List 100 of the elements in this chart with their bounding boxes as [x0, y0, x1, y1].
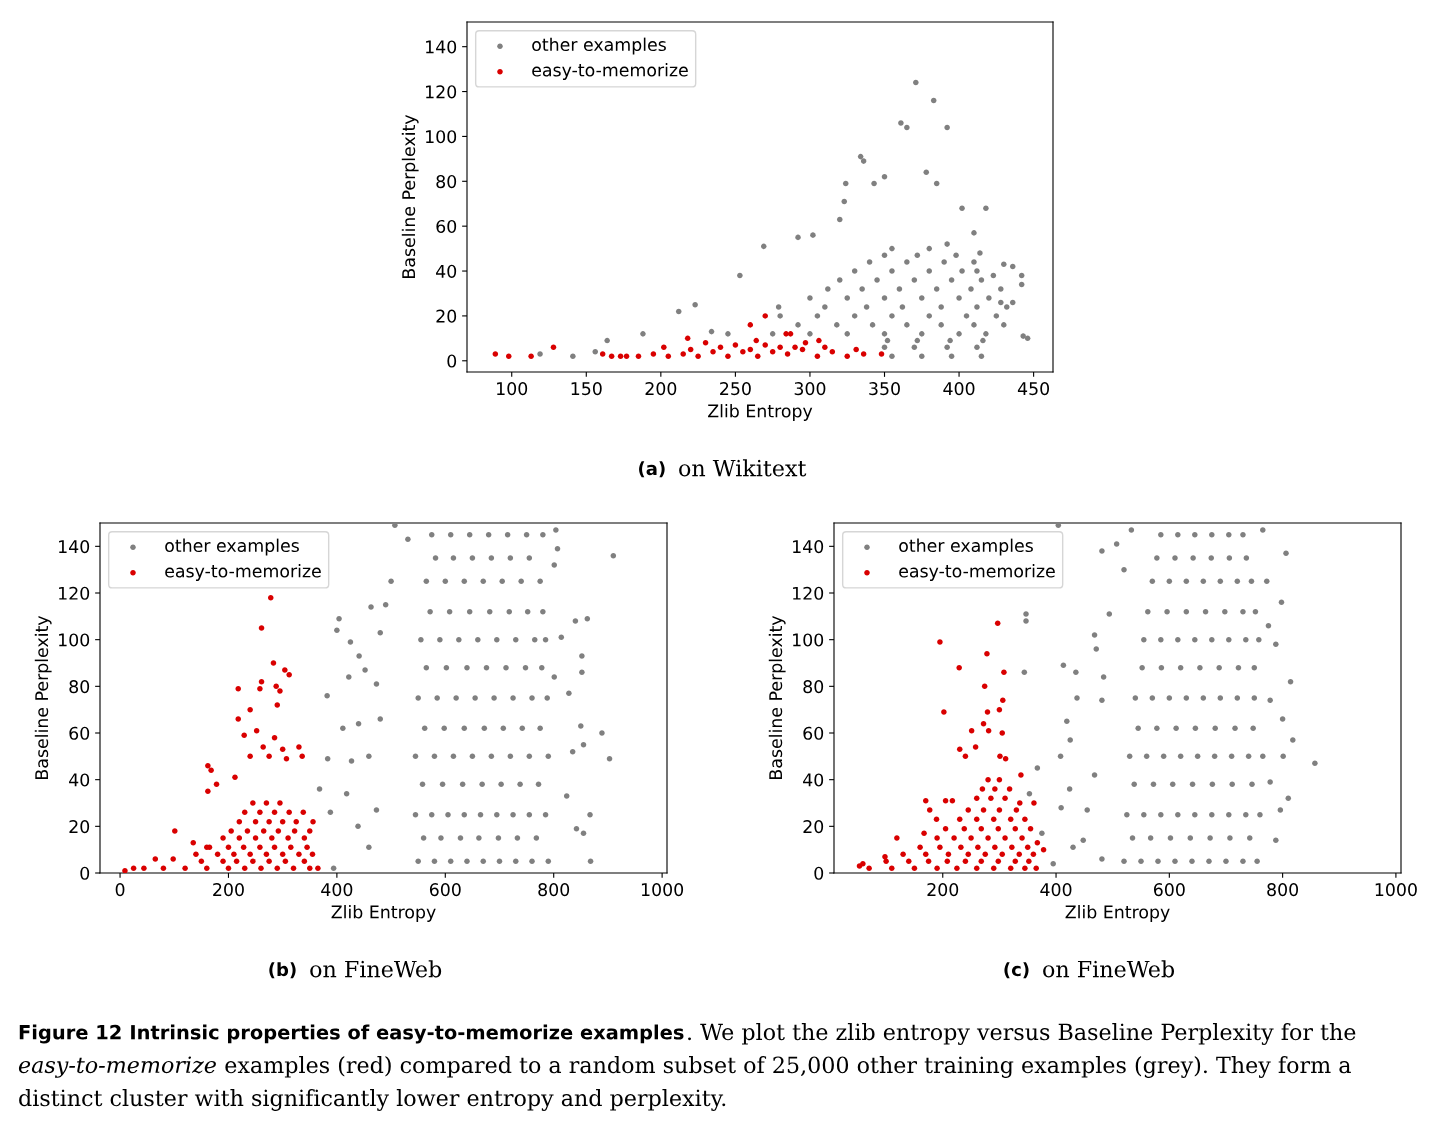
- point: [762, 313, 768, 319]
- y-tick-label: 40: [803, 773, 824, 787]
- x-tick-label: 1000: [1375, 883, 1417, 897]
- legend-label: other examples: [532, 37, 666, 55]
- y-tick-label: 140: [426, 40, 457, 54]
- legend-label: other examples: [899, 538, 1033, 556]
- text: easy-to-memorize: [18, 1056, 216, 1078]
- point: [623, 353, 630, 360]
- point: [732, 342, 739, 348]
- text: (c): [1004, 962, 1029, 979]
- y-tick-label: 80: [69, 680, 90, 694]
- x-tick-label: 450: [1017, 382, 1050, 396]
- point: [635, 353, 642, 360]
- y-tick-label: 40: [436, 264, 457, 278]
- point: [822, 344, 828, 351]
- x-tick-label: 200: [213, 883, 244, 897]
- point: [505, 353, 512, 360]
- x-tick-label: 800: [1267, 883, 1299, 897]
- y-tick-label: 80: [436, 175, 457, 189]
- y-axis-title: Baseline Perplexity: [768, 615, 786, 779]
- text: on FineWeb: [1043, 960, 1175, 978]
- x-tick-label: 1000: [641, 883, 684, 897]
- y-tick-label: 140: [793, 540, 824, 554]
- point: [492, 351, 499, 357]
- caption: Figure 12: [19, 1024, 121, 1044]
- point: [687, 346, 694, 353]
- y-tick-label: 140: [59, 540, 90, 554]
- point: [784, 351, 791, 357]
- text: examples (red) compared to a random subset of 25,000 other training examples (grey). They form a: [225, 1056, 1351, 1078]
- y-tick-label: 0: [447, 354, 457, 368]
- point: [762, 342, 768, 348]
- y-tick-label: 60: [69, 726, 90, 740]
- point: [878, 351, 885, 357]
- y-tick-label: 60: [436, 219, 457, 234]
- point: [710, 349, 716, 355]
- point: [829, 349, 836, 355]
- x-tick-label: 200: [927, 883, 959, 897]
- x-tick-label: 250: [720, 382, 751, 396]
- text: Intrinsic properties of easy-to-memorize examples: [131, 1024, 684, 1044]
- text: . We plot the zlib entropy versus Baseline Perplexity for the: [688, 1023, 1356, 1045]
- point: [740, 349, 746, 355]
- text: (a): [639, 461, 665, 478]
- point: [777, 344, 783, 351]
- text: on Wikitext: [679, 459, 807, 477]
- point: [853, 346, 859, 353]
- point: [747, 346, 754, 353]
- point: [717, 344, 724, 351]
- y-tick-label: 100: [426, 130, 457, 144]
- point: [702, 340, 709, 346]
- point: [684, 335, 691, 342]
- x-tick-label: 800: [538, 883, 570, 897]
- point: [650, 351, 657, 357]
- x-tick-label: 300: [794, 382, 826, 396]
- legend-label: other examples: [165, 538, 299, 556]
- y-tick-label: 120: [793, 586, 824, 600]
- y-tick-label: 40: [69, 773, 90, 787]
- point: [860, 351, 867, 357]
- point: [787, 331, 794, 337]
- y-axis-title: Baseline Perplexity: [401, 114, 419, 278]
- y-tick-label: 20: [69, 820, 90, 834]
- point: [680, 351, 686, 357]
- x-tick-label: 0: [115, 883, 125, 897]
- point: [792, 344, 798, 351]
- x-tick-label: 100: [497, 382, 528, 396]
- point: [769, 349, 776, 355]
- point: [814, 353, 821, 360]
- point: [608, 353, 615, 360]
- y-tick-label: 20: [436, 309, 457, 323]
- x-tick-label: 200: [645, 382, 677, 396]
- x-tick-label: 600: [429, 883, 461, 897]
- point: [528, 353, 534, 360]
- point: [661, 344, 667, 351]
- y-tick-label: 60: [803, 726, 824, 740]
- x-tick-label: 400: [1040, 883, 1072, 897]
- x-tick-label: 350: [869, 382, 900, 396]
- point: [599, 351, 606, 357]
- y-tick-label: 100: [793, 633, 824, 647]
- point: [665, 353, 672, 360]
- y-tick-label: 0: [80, 866, 90, 880]
- text: (b): [269, 962, 296, 979]
- x-axis-title: Zlib Entropy: [708, 404, 813, 421]
- y-tick-label: 120: [426, 85, 457, 99]
- point: [802, 340, 809, 346]
- point: [754, 353, 761, 360]
- y-tick-label: 100: [59, 633, 90, 647]
- point: [695, 353, 701, 360]
- point: [747, 322, 754, 328]
- text: on FineWeb: [310, 960, 442, 978]
- point: [617, 353, 624, 360]
- y-axis-title: Baseline Perplexity: [34, 615, 52, 779]
- x-tick-label: 600: [1153, 883, 1185, 897]
- point: [550, 344, 557, 351]
- y-tick-label: 20: [803, 820, 824, 834]
- x-axis-title: Zlib Entropy: [331, 905, 436, 922]
- y-tick-label: 80: [803, 680, 824, 694]
- legend-label: easy-to-memorize: [165, 564, 321, 581]
- point: [816, 337, 822, 344]
- y-tick-label: 120: [59, 586, 90, 600]
- point: [725, 353, 731, 360]
- x-axis-title: Zlib Entropy: [1065, 905, 1170, 922]
